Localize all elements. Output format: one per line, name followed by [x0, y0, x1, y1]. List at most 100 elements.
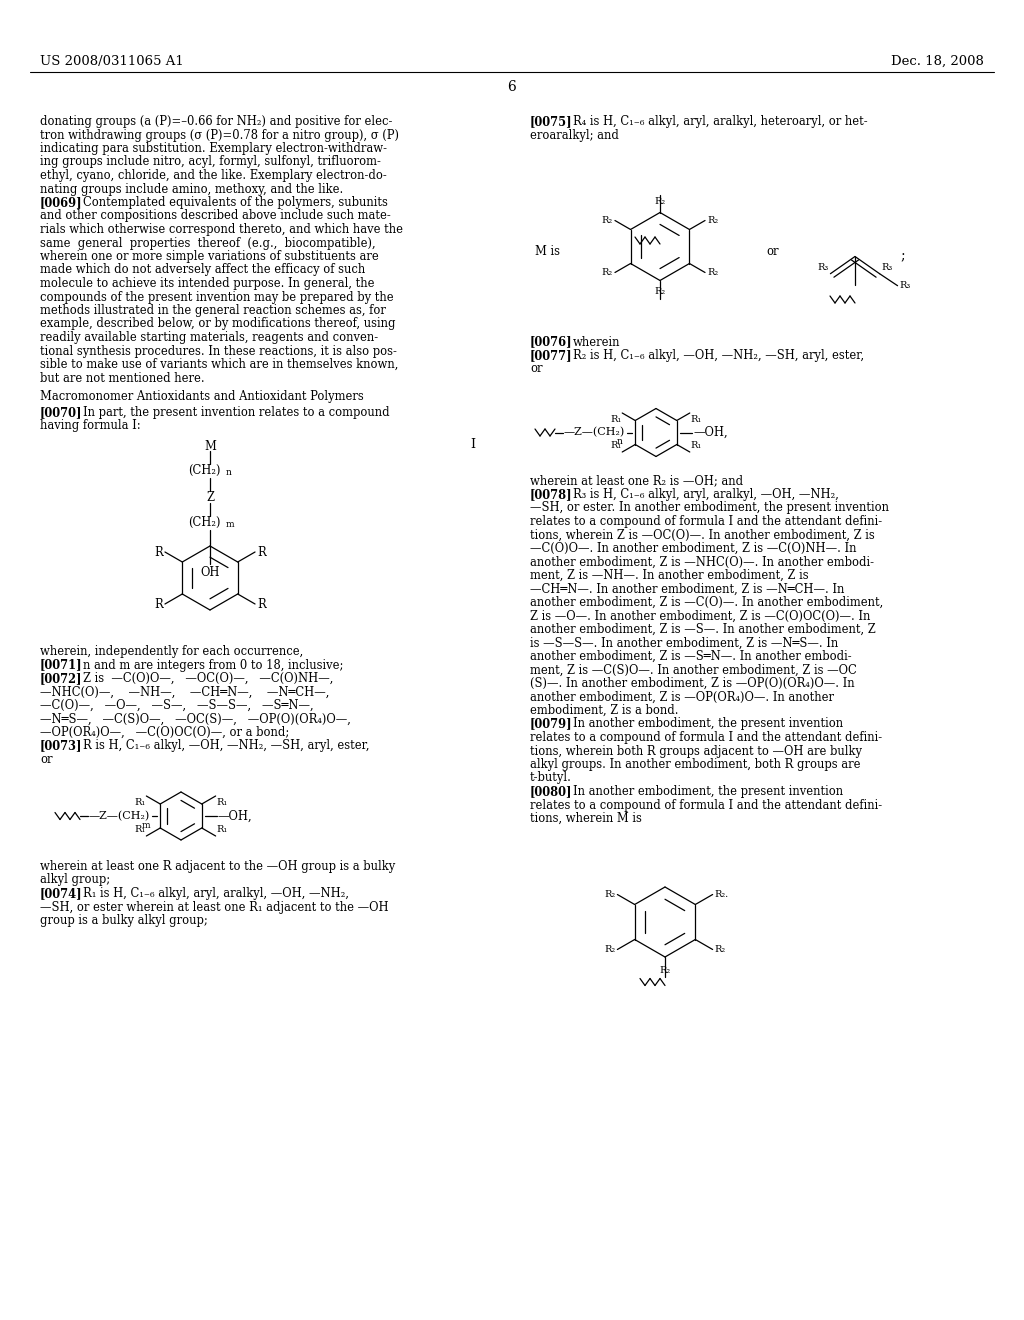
Text: relates to a compound of formula I and the attendant defini-: relates to a compound of formula I and t… [530, 515, 882, 528]
Text: In another embodiment, the present invention: In another embodiment, the present inven… [573, 718, 843, 730]
Text: tron withdrawing groups (σ (P)=0.78 for a nitro group), σ (P): tron withdrawing groups (σ (P)=0.78 for … [40, 128, 399, 141]
Text: another embodiment, Z is —S═N—. In another embodi-: another embodiment, Z is —S═N—. In anoth… [530, 649, 852, 663]
Text: R₂: R₂ [707, 268, 718, 277]
Text: sible to make use of variants which are in themselves known,: sible to make use of variants which are … [40, 358, 398, 371]
Text: [0070]: [0070] [40, 407, 83, 418]
Text: embodiment, Z is a bond.: embodiment, Z is a bond. [530, 704, 679, 717]
Text: R₂: R₂ [707, 216, 718, 224]
Text: or: or [530, 363, 543, 375]
Text: R₃: R₃ [899, 281, 910, 290]
Text: R₂: R₂ [604, 890, 615, 899]
Text: R₁: R₁ [217, 799, 228, 807]
Text: indicating para substitution. Exemplary electron-withdraw-: indicating para substitution. Exemplary … [40, 143, 387, 154]
Text: R₃: R₃ [817, 263, 828, 272]
Text: —SH, or ester wherein at least one R₁ adjacent to the —OH: —SH, or ester wherein at least one R₁ ad… [40, 900, 389, 913]
Text: R₂ is H, C₁₋₆ alkyl, —OH, —NH₂, —SH, aryl, ester,: R₂ is H, C₁₋₆ alkyl, —OH, —NH₂, —SH, ary… [573, 348, 864, 362]
Text: wherein: wherein [573, 335, 621, 348]
Text: R₂: R₂ [602, 216, 613, 224]
Text: [0074]: [0074] [40, 887, 83, 900]
Text: another embodiment, Z is —NHC(O)—. In another embodi-: another embodiment, Z is —NHC(O)—. In an… [530, 556, 874, 569]
Text: (CH₂): (CH₂) [188, 465, 220, 477]
Text: having formula I:: having formula I: [40, 420, 140, 433]
Text: n: n [617, 437, 623, 446]
Text: relates to a compound of formula I and the attendant defini-: relates to a compound of formula I and t… [530, 799, 882, 812]
Text: or: or [40, 752, 52, 766]
Text: eroaralkyl; and: eroaralkyl; and [530, 128, 618, 141]
Text: Z is  —C(O)O—,   —OC(O)—,   —C(O)NH—,: Z is —C(O)O—, —OC(O)—, —C(O)NH—, [83, 672, 334, 685]
Text: wherein, independently for each occurrence,: wherein, independently for each occurren… [40, 645, 303, 657]
Text: wherein one or more simple variations of substituents are: wherein one or more simple variations of… [40, 249, 379, 263]
Text: m: m [142, 821, 151, 830]
Text: n and m are integers from 0 to 18, inclusive;: n and m are integers from 0 to 18, inclu… [83, 659, 343, 672]
Text: —OH,: —OH, [218, 809, 253, 822]
Text: group is a bulky alkyl group;: group is a bulky alkyl group; [40, 913, 208, 927]
Text: [0079]: [0079] [530, 718, 572, 730]
Text: n: n [226, 469, 231, 477]
Text: compounds of the present invention may be prepared by the: compounds of the present invention may b… [40, 290, 393, 304]
Text: (S)—. In another embodiment, Z is —OP(O)(OR₄)O—. In: (S)—. In another embodiment, Z is —OP(O)… [530, 677, 855, 690]
Text: alkyl groups. In another embodiment, both R groups are: alkyl groups. In another embodiment, bot… [530, 758, 860, 771]
Text: I: I [470, 438, 475, 451]
Text: is —S—S—. In another embodiment, Z is —N═S—. In: is —S—S—. In another embodiment, Z is —N… [530, 636, 839, 649]
Text: R: R [257, 598, 266, 610]
Text: molecule to achieve its intended purpose. In general, the: molecule to achieve its intended purpose… [40, 277, 375, 290]
Text: (CH₂): (CH₂) [188, 516, 220, 529]
Text: Dec. 18, 2008: Dec. 18, 2008 [891, 55, 984, 69]
Text: R₂: R₂ [654, 197, 666, 206]
Text: alkyl group;: alkyl group; [40, 874, 111, 887]
Text: same  general  properties  thereof  (e.g.,  biocompatible),: same general properties thereof (e.g., b… [40, 236, 376, 249]
Text: another embodiment, Z is —OP(OR₄)O—. In another: another embodiment, Z is —OP(OR₄)O—. In … [530, 690, 834, 704]
Text: ing groups include nitro, acyl, formyl, sulfonyl, trifluorom-: ing groups include nitro, acyl, formyl, … [40, 156, 381, 169]
Text: —CH═N—. In another embodiment, Z is —N═CH—. In: —CH═N—. In another embodiment, Z is —N═C… [530, 582, 845, 595]
Text: another embodiment, Z is —S—. In another embodiment, Z: another embodiment, Z is —S—. In another… [530, 623, 876, 636]
Text: R₂: R₂ [602, 268, 613, 277]
Text: tions, wherein M is: tions, wherein M is [530, 812, 642, 825]
Text: m: m [226, 520, 234, 529]
Text: —N═S—,   —C(S)O—,   —OC(S)—,   —OP(O)(OR₄)O—,: —N═S—, —C(S)O—, —OC(S)—, —OP(O)(OR₄)O—, [40, 713, 351, 726]
Text: [0072]: [0072] [40, 672, 83, 685]
Text: R₂: R₂ [659, 966, 671, 975]
Text: ment, Z is —C(S)O—. In another embodiment, Z is —OC: ment, Z is —C(S)O—. In another embodimen… [530, 664, 857, 676]
Text: R₂: R₂ [604, 945, 615, 954]
Text: 6: 6 [508, 81, 516, 94]
Text: R₄ is H, C₁₋₆ alkyl, aryl, aralkyl, heteroaryl, or het-: R₄ is H, C₁₋₆ alkyl, aryl, aralkyl, hete… [573, 115, 867, 128]
Text: donating groups (a (P)=–0.66 for NH₂) and positive for elec-: donating groups (a (P)=–0.66 for NH₂) an… [40, 115, 392, 128]
Text: M is: M is [535, 246, 560, 257]
Text: relates to a compound of formula I and the attendant defini-: relates to a compound of formula I and t… [530, 731, 882, 744]
Text: R: R [257, 545, 266, 558]
Text: In another embodiment, the present invention: In another embodiment, the present inven… [573, 785, 843, 799]
Text: R₁: R₁ [217, 825, 228, 834]
Text: tional synthesis procedures. In these reactions, it is also pos-: tional synthesis procedures. In these re… [40, 345, 397, 358]
Text: R: R [155, 598, 163, 610]
Text: [0075]: [0075] [530, 115, 572, 128]
Text: another embodiment, Z is —C(O)—. In another embodiment,: another embodiment, Z is —C(O)—. In anot… [530, 597, 884, 609]
Text: R₁: R₁ [134, 799, 145, 807]
Text: and other compositions described above include such mate-: and other compositions described above i… [40, 210, 391, 223]
Text: tions, wherein both R groups adjacent to —OH are bulky: tions, wherein both R groups adjacent to… [530, 744, 862, 758]
Text: —SH, or ester. In another embodiment, the present invention: —SH, or ester. In another embodiment, th… [530, 502, 889, 515]
Text: R₁ is H, C₁₋₆ alkyl, aryl, aralkyl, —OH, —NH₂,: R₁ is H, C₁₋₆ alkyl, aryl, aralkyl, —OH,… [83, 887, 349, 900]
Text: made which do not adversely affect the efficacy of such: made which do not adversely affect the e… [40, 264, 366, 276]
Text: R₁: R₁ [610, 414, 622, 424]
Text: readily available starting materials, reagents and conven-: readily available starting materials, re… [40, 331, 378, 345]
Text: [0077]: [0077] [530, 348, 572, 362]
Text: R₂.: R₂. [715, 890, 729, 899]
Text: —Z—(CH₂): —Z—(CH₂) [564, 428, 626, 438]
Text: Z is —O—. In another embodiment, Z is —C(O)OC(O)—. In: Z is —O—. In another embodiment, Z is —C… [530, 610, 870, 623]
Text: nating groups include amino, methoxy, and the like.: nating groups include amino, methoxy, an… [40, 182, 343, 195]
Text: R₁: R₁ [134, 825, 145, 834]
Text: ;: ; [900, 249, 904, 264]
Text: [0076]: [0076] [530, 335, 572, 348]
Text: or: or [767, 246, 779, 257]
Text: R₂: R₂ [654, 288, 666, 297]
Text: R₃ is H, C₁₋₆ alkyl, aryl, aralkyl, —OH, —NH₂,: R₃ is H, C₁₋₆ alkyl, aryl, aralkyl, —OH,… [573, 488, 839, 502]
Text: t-butyl.: t-butyl. [530, 771, 571, 784]
Text: M: M [204, 440, 216, 453]
Text: [0071]: [0071] [40, 659, 83, 672]
Text: —C(O)O—. In another embodiment, Z is —C(O)NH—. In: —C(O)O—. In another embodiment, Z is —C(… [530, 543, 856, 554]
Text: —NHC(O)—,    —NH—,    —CH═N—,    —N═CH—,: —NHC(O)—, —NH—, —CH═N—, —N═CH—, [40, 685, 330, 698]
Text: US 2008/0311065 A1: US 2008/0311065 A1 [40, 55, 183, 69]
Text: tions, wherein Z is —OC(O)—. In another embodiment, Z is: tions, wherein Z is —OC(O)—. In another … [530, 528, 874, 541]
Text: [0080]: [0080] [530, 785, 572, 799]
Text: example, described below, or by modifications thereof, using: example, described below, or by modifica… [40, 318, 395, 330]
